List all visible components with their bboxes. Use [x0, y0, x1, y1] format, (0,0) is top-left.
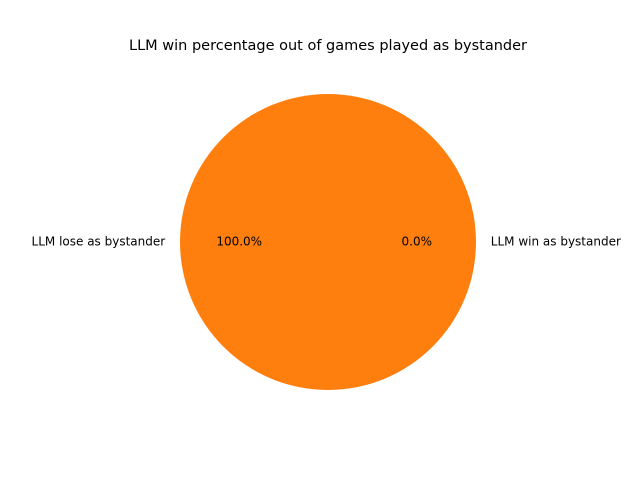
slice-label-llm-win-as-bystander: LLM win as bystander [491, 235, 621, 249]
slice-percent-llm-win-as-bystander: 0.0% [402, 235, 433, 249]
pie-slice-llm-lose-as-bystander [180, 94, 476, 390]
pie-slices [180, 94, 476, 390]
slice-label-llm-lose-as-bystander: LLM lose as bystander [32, 235, 166, 249]
chart-title: LLM win percentage out of games played a… [129, 38, 527, 54]
slice-percent-llm-lose-as-bystander: 100.0% [216, 235, 262, 249]
pie-labels: LLM win as bystander 0.0% LLM lose as byst… [32, 235, 621, 249]
